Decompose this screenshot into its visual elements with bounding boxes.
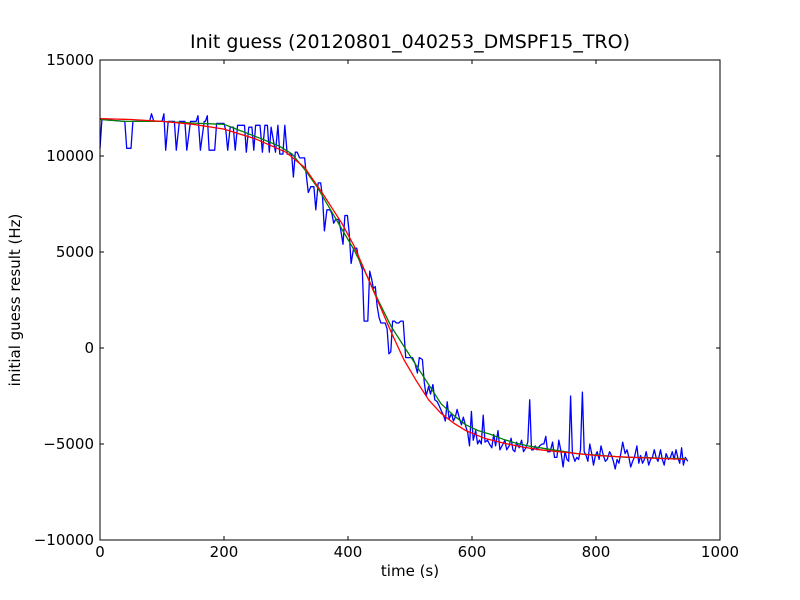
x-tick-label: 1000 (701, 543, 739, 561)
x-tick-label: 0 (95, 543, 105, 561)
y-tick-label: 15000 (46, 51, 94, 69)
plot-frame (99, 59, 721, 541)
y-tick-label: −5000 (43, 435, 94, 453)
series-layer (99, 113, 689, 470)
tick-layer: 0 200 400 600 800 1000 −10000 −5000 0 5000 10000 15… (34, 51, 739, 561)
series-line-1 (99, 113, 689, 470)
y-axis-label: initial guess result (Hz) (6, 214, 24, 387)
chart-title: Init guess (20120801_040253_DMSPF15_TRO) (190, 31, 630, 53)
series-line-3 (99, 117, 686, 461)
y-tick-label: 5000 (56, 243, 94, 261)
x-axis-label: time (s) (381, 562, 439, 580)
y-tick-label: 10000 (46, 147, 94, 165)
y-tick-label: 0 (84, 339, 94, 357)
x-tick-label: 200 (210, 543, 239, 561)
x-tick-label: 600 (458, 543, 487, 561)
y-tick-label: −10000 (34, 531, 94, 549)
x-tick-label: 400 (334, 543, 363, 561)
x-tick-label: 800 (582, 543, 611, 561)
